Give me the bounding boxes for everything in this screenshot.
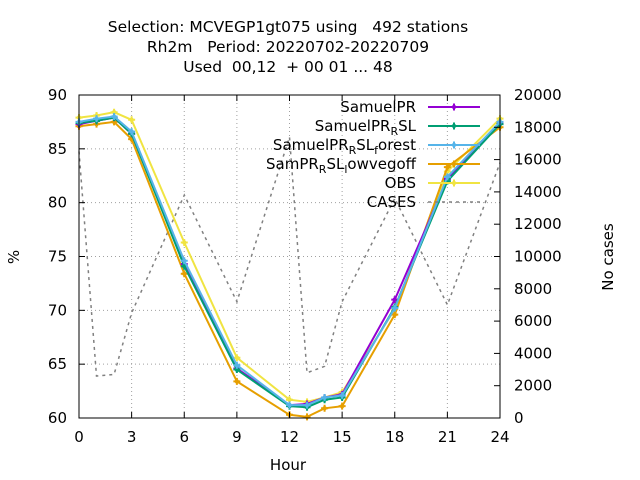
title-line-2: Rh2m Period: 20220702-20220709 (147, 38, 429, 56)
data-point-dot-SamuelPR_RSL_forest (304, 402, 310, 408)
legend-marker-dot-SamPR_RSL_lowvegoff (451, 161, 457, 167)
data-point-dot-SamuelPR_RSL_forest (392, 305, 397, 311)
y-tick-label: 85 (48, 140, 67, 158)
title-line-1: Selection: MCVEGP1gt075 using 492 statio… (108, 18, 468, 36)
data-point-dot-SamuelPR_RSL_forest (234, 363, 240, 368)
data-point-dot-SamuelPR_RSL_forest (129, 129, 134, 134)
data-point-dot-SamuelPR_RSL_forest (182, 258, 187, 264)
data-point-dot-SamuelPR_RSL_forest (339, 393, 345, 398)
x-tick-label: 15 (333, 428, 352, 446)
legend-marker-dot-SamuelPR (451, 104, 457, 110)
data-point-dot-SamuelPR_RSL_forest (445, 174, 450, 180)
legend-marker-dot-SamuelPR_RSL (451, 123, 457, 129)
data-point-dot-OBS (182, 240, 187, 245)
data-point-dot-SamPR_RSL_lowvegoff (392, 312, 397, 317)
x-tick-label: 21 (438, 428, 457, 446)
legend-entry-SamuelPR_RSL: SamuelPRRSL (315, 117, 480, 138)
y-tick-label: 65 (48, 355, 67, 373)
y-tick-label: 70 (48, 301, 67, 319)
legend-label-CASES: CASES (367, 193, 416, 211)
x-tick-label: 24 (490, 428, 509, 446)
legend-entry-SamuelPR: SamuelPR (340, 98, 480, 116)
data-point-dot-SamuelPR_RSL_forest (94, 116, 99, 121)
data-point-dot-SamuelPR_RSL (234, 367, 240, 372)
y2-tick-label: 12000 (514, 215, 562, 233)
y2-tick-label: 14000 (514, 183, 562, 201)
x-axis-label: Hour (270, 456, 307, 474)
y2-tick-label: 10000 (514, 248, 562, 266)
data-point-dot-SamPR_RSL_lowvegoff (111, 119, 117, 125)
legend-entry-SamuelPR_RSL_forest: SamuelPRRSLforest (273, 136, 480, 157)
x-tick-label: 0 (74, 428, 84, 446)
x-tick-label: 18 (385, 428, 404, 446)
y2-tick-label: 0 (514, 409, 524, 427)
y-tick-label: 75 (48, 248, 67, 266)
data-point-dot-SamuelPR (392, 297, 397, 302)
data-point-dot-SamPR_RSL_lowvegoff (339, 403, 345, 409)
y-tick-label: 90 (48, 86, 67, 104)
data-point-dot-SamuelPR_RSL_forest (322, 395, 327, 400)
y2-tick-label: 8000 (514, 280, 552, 298)
y-tick-label: 60 (48, 409, 67, 427)
x-tick-label: 6 (179, 428, 189, 446)
legend-entry-SamPR_RSL_lowvegoff: SamPRRSLlowvegoff (266, 155, 480, 176)
y2-tick-label: 4000 (514, 344, 552, 362)
y2-tick-label: 18000 (514, 118, 562, 136)
data-point-dot-SamuelPR_RSL_forest (287, 402, 292, 408)
data-point-dot-OBS (111, 110, 117, 115)
y-tick-label: 80 (48, 194, 67, 212)
legend-label-SamuelPR_RSL_forest: SamuelPRRSLforest (273, 136, 416, 157)
legend-marker-dot-SamuelPR_RSL_forest (451, 142, 457, 148)
legend-label-OBS: OBS (385, 174, 416, 192)
x-tick-label: 12 (280, 428, 299, 446)
y2-tick-label: 20000 (514, 86, 562, 104)
legend-label-SamuelPR_RSL: SamuelPRRSL (315, 117, 417, 138)
legend-entry-OBS: OBS (385, 174, 480, 192)
legend-marker-dot-OBS (451, 180, 457, 186)
series-layer (75, 108, 504, 421)
y2-tick-label: 2000 (514, 377, 552, 395)
legend: SamuelPRSamuelPRRSLSamuelPRRSLforestSamP… (266, 98, 480, 211)
data-point-dot-OBS (129, 117, 134, 122)
legend-label-SamuelPR: SamuelPR (340, 98, 416, 116)
y-axis-label: % (5, 250, 23, 264)
axis-ticks: 0 3 6 9 12 15 18 21 24 60 65 70 75 80 85 90 0 2000 4000 600… (48, 86, 562, 446)
data-point-dot-SamuelPR_RSL_forest (111, 114, 117, 119)
title-line-3: Used 00,12 + 00 01 ... 48 (183, 58, 393, 76)
legend-entry-CASES: CASES (367, 193, 480, 211)
data-point-dot-OBS (287, 397, 292, 402)
x-tick-label: 9 (232, 428, 242, 446)
chart-title: Selection: MCVEGP1gt075 using 492 statio… (108, 18, 468, 76)
y2-axis-label: No cases (599, 223, 617, 291)
x-tick-label: 3 (127, 428, 137, 446)
data-point-dot-SamPR_RSL_lowvegoff (182, 271, 187, 276)
y2-tick-label: 16000 (514, 151, 562, 169)
data-point-dot-SamPR_RSL_lowvegoff (234, 379, 240, 384)
data-point-dot-SamPR_RSL_lowvegoff (445, 164, 450, 170)
data-point-dot-OBS (234, 355, 240, 360)
y2-tick-label: 6000 (514, 312, 552, 330)
legend-label-SamPR_RSL_lowvegoff: SamPRRSLlowvegoff (266, 155, 417, 176)
data-point-dot-SamPR_RSL_lowvegoff (322, 406, 327, 411)
